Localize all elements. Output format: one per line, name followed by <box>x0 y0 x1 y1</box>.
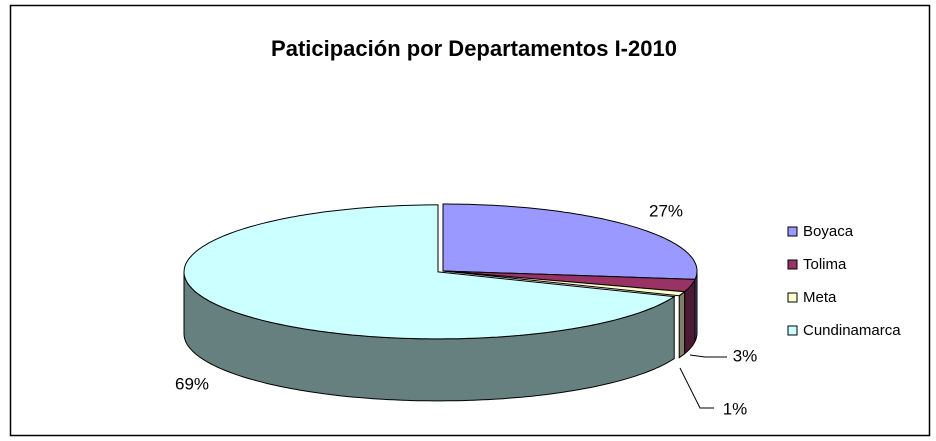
chart-title: Paticipación por Departamentos I-2010 <box>271 36 677 61</box>
legend-label: Tolima <box>803 256 847 273</box>
legend-swatch <box>787 226 798 237</box>
data-label: 3% <box>733 346 758 365</box>
legend-label: Cundinamarca <box>803 322 901 339</box>
data-label: 1% <box>723 399 748 418</box>
legend-swatch <box>787 292 798 303</box>
slice <box>442 270 686 297</box>
pie <box>183 203 698 402</box>
leader-line <box>679 367 714 409</box>
data-label: 69% <box>175 374 209 393</box>
legend-label: Meta <box>803 289 837 306</box>
slice <box>183 204 676 340</box>
slice-side <box>678 290 686 359</box>
legend-swatch <box>787 325 798 336</box>
legend: Boyaca Tolima Meta Cundinamarca <box>787 223 901 339</box>
legend-label: Boyaca <box>803 223 854 240</box>
leader-line <box>689 354 727 358</box>
legend-swatch <box>787 259 798 270</box>
slice <box>442 203 698 280</box>
data-label: 27% <box>649 201 683 220</box>
